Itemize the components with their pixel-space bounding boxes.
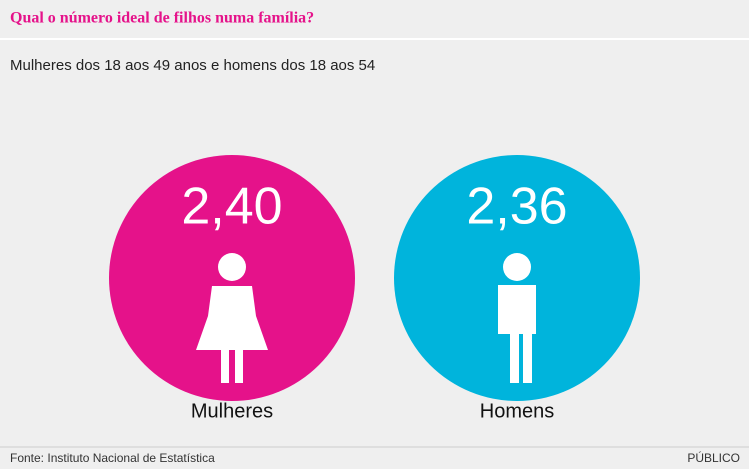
category-label: Mulheres [191,400,273,422]
subtitle: Mulheres dos 18 aos 49 anos e homens dos… [10,57,375,74]
value-label: 2,36 [466,178,567,236]
person-body [196,286,268,383]
source: Fonte: Instituto Nacional de Estatística [10,451,215,465]
person-body [498,285,536,383]
value-label: 2,40 [181,178,282,236]
credit: PÚBLICO [687,450,740,465]
category-label: Homens [480,400,554,422]
person-head [503,253,531,281]
person-head [218,253,246,281]
chart-title: Qual o número ideal de filhos numa famíl… [10,10,314,27]
